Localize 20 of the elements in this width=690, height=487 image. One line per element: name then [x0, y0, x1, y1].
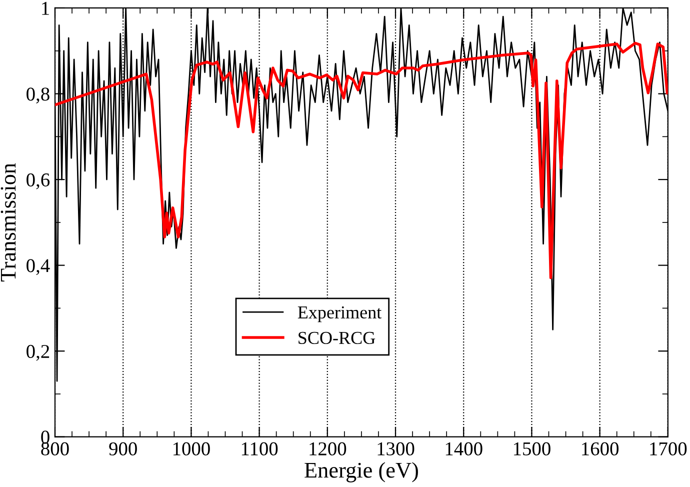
y-tick-label: 0	[41, 430, 50, 444]
x-tick-label: 1400	[446, 442, 482, 456]
x-tick-label: 1500	[514, 442, 550, 456]
y-tick-label: 0,4	[26, 259, 50, 276]
x-tick-label: 900	[109, 442, 137, 456]
y-tick-label: 0,6	[26, 173, 50, 190]
y-axis-title: Transmission	[0, 163, 16, 282]
x-tick-label: 1600	[582, 442, 619, 456]
legend-label: SCO-RCG	[298, 332, 376, 344]
x-tick-label: 1200	[310, 442, 346, 456]
x-tick-label: 1300	[378, 442, 414, 456]
x-tick-label: 800	[41, 442, 69, 456]
legend-label: Experiment	[298, 306, 382, 322]
x-tick-label: 1700	[650, 442, 687, 456]
y-tick-label: 0,2	[26, 344, 50, 361]
x-tick-label: 1000	[173, 442, 210, 456]
x-tick-label: 1100	[242, 442, 278, 456]
y-tick-label: 0,8	[26, 88, 50, 104]
x-axis-title: Energie (eV)	[304, 462, 418, 482]
y-tick-label: 1	[42, 2, 49, 15]
